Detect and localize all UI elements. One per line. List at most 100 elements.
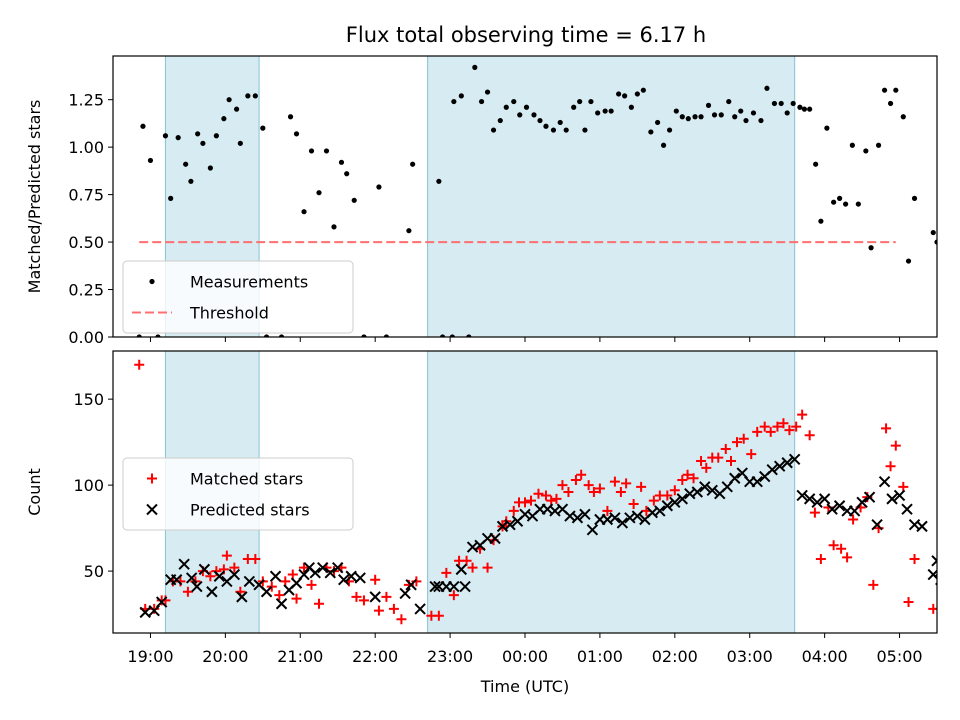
predicted-stars-point [766, 463, 778, 476]
measurements-point [168, 195, 174, 201]
measurements-point [188, 178, 194, 184]
measurements-point [784, 110, 790, 116]
measurements-point [588, 98, 594, 105]
measurements-point [679, 114, 685, 120]
bottom-shaded-window-2 [427, 350, 796, 634]
predicted-stars-point [878, 475, 891, 488]
predicted-stars-point [691, 486, 703, 498]
measurements-point [790, 100, 796, 107]
matched-stars-point [752, 426, 763, 437]
bottom-ytick-label: 50 [84, 562, 104, 581]
measurements-point [758, 117, 764, 124]
predicted-stars-point [275, 598, 288, 610]
predicted-stars-point [489, 532, 501, 545]
measurements-point [478, 98, 485, 105]
matched-stars-point [815, 554, 826, 565]
xtick-label: 04:00 [802, 647, 848, 666]
measurements-point [608, 108, 614, 114]
measurements-point [278, 334, 285, 337]
measurements-point [673, 108, 679, 114]
predicted-stars-legend-marker [146, 503, 158, 516]
measurements-point [666, 127, 673, 133]
measurements-point [484, 89, 491, 95]
measurements-point [640, 87, 646, 93]
measurements-point [440, 334, 446, 337]
predicted-stars-point [901, 503, 913, 515]
matched-stars-point [411, 576, 422, 587]
matched-stars-point [266, 581, 277, 592]
measurements-point [436, 178, 442, 184]
matched-stars-point [388, 603, 399, 614]
measurements-point [537, 117, 543, 124]
matched-stars-point [461, 555, 472, 566]
measurements-point [351, 197, 357, 203]
measurements-point [622, 93, 628, 99]
matched-stars-point [726, 456, 736, 467]
measurements-point [490, 127, 497, 133]
predicted-stars-point [661, 500, 674, 512]
matched-stars-point [358, 595, 369, 606]
predicted-stars-point [669, 496, 681, 509]
predicted-stars-point [504, 518, 516, 531]
predicted-stars-point [818, 493, 831, 505]
matched-stars-point [731, 437, 742, 448]
measurements-point [934, 239, 937, 245]
measurements-point [260, 125, 266, 131]
measurements-point [905, 258, 912, 264]
measurements-point [863, 148, 869, 154]
measurements-point [849, 142, 855, 148]
measurements-point [582, 127, 588, 133]
bottom-legend-box [122, 457, 354, 531]
matched-stars-point [351, 591, 362, 602]
measurements-point [293, 131, 300, 137]
measurements-point [263, 334, 270, 337]
matched-stars-point [381, 591, 392, 602]
matched-stars-point [836, 543, 847, 554]
measurements-point [843, 201, 849, 207]
measurements-point [685, 116, 691, 122]
measurements-point [183, 161, 189, 167]
xtick-label: 20:00 [202, 647, 248, 666]
matched-stars-point [909, 554, 920, 565]
measurements-point [316, 190, 322, 196]
measurements-point [711, 112, 718, 118]
measurements-point [245, 93, 251, 99]
matched-stars-point [482, 562, 493, 573]
matched-stars-point [546, 495, 557, 506]
top-panel: 0.00 0.25 0.50 0.75 1.00 1.25 Matched/Predicte… [25, 55, 938, 347]
matched-stars-point [594, 483, 605, 494]
matched-stars-point [274, 590, 285, 601]
measurements-point [503, 104, 509, 110]
measurements-point [147, 157, 154, 164]
measurements-point [764, 85, 770, 91]
predicted-stars-point [931, 555, 937, 567]
measurements-point [449, 334, 455, 337]
measurements-legend-label: Measurements [190, 273, 308, 292]
predicted-stars-point [706, 484, 718, 496]
measurements-point [807, 106, 813, 112]
predicted-stars-point [826, 503, 838, 515]
measurements-point [195, 131, 201, 137]
matched-stars-point [628, 499, 639, 510]
matched-stars-point [570, 474, 581, 485]
matched-stars-point [669, 485, 680, 496]
measurements-point [887, 100, 894, 107]
matched-stars-point [809, 507, 820, 518]
measurements-point [383, 334, 390, 337]
bottom-points [134, 359, 937, 625]
matched-stars-point [772, 421, 783, 432]
matched-stars-point [205, 571, 216, 582]
matched-stars-point [533, 488, 544, 499]
matched-stars-point [828, 540, 839, 551]
measurements-point [213, 133, 219, 139]
xtick-label: 03:00 [727, 647, 773, 666]
measurements-point [376, 184, 382, 190]
measurements-point [523, 104, 530, 110]
measurements-point [831, 199, 837, 205]
top-legend: Measurements Threshold [122, 260, 354, 334]
predicted-stars-point [206, 586, 218, 598]
measurements-point [881, 87, 888, 93]
predicted-stars-point [459, 580, 471, 593]
matched-stars-point [713, 452, 724, 463]
